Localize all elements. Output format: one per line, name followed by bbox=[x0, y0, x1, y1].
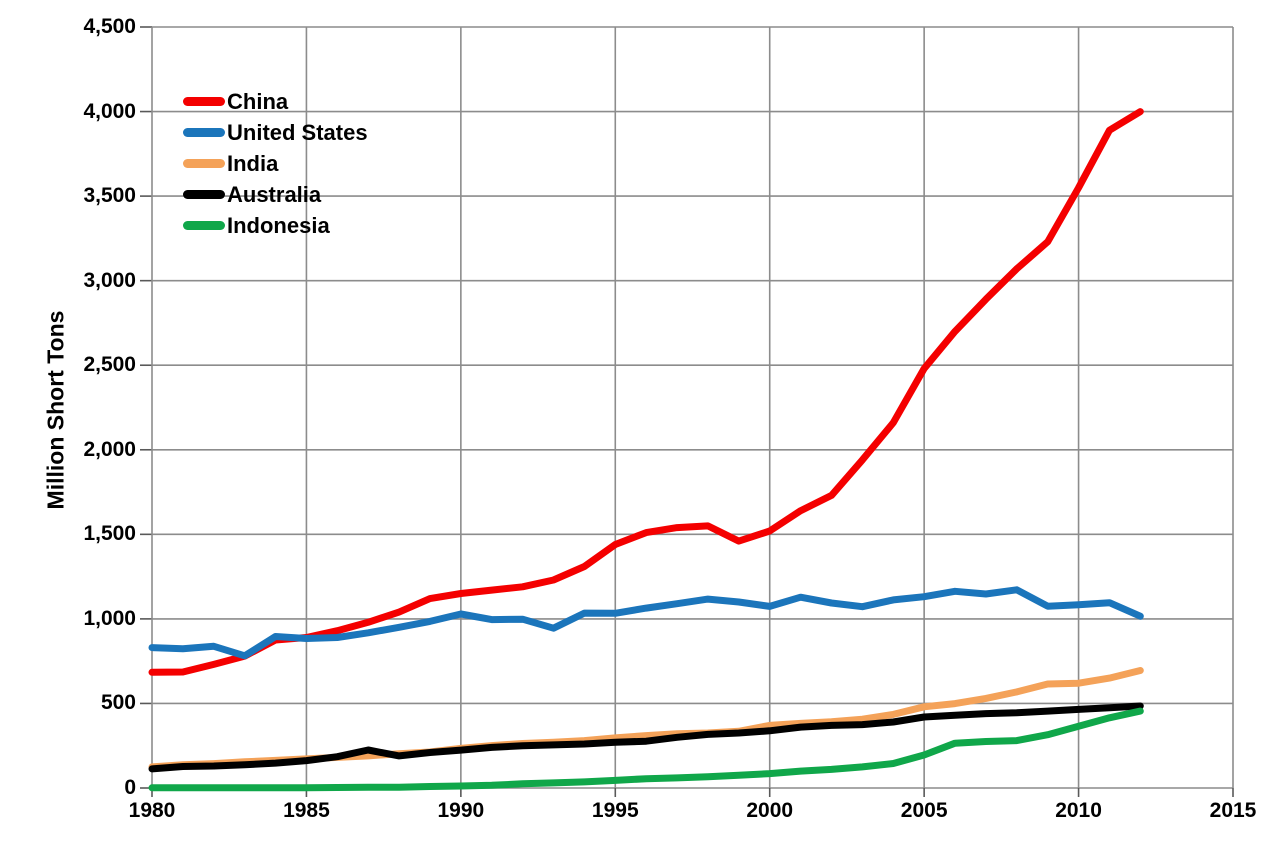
legend-label-india: India bbox=[227, 150, 279, 176]
legend-item-united-states: United States bbox=[183, 117, 368, 148]
legend-swatch-china bbox=[183, 97, 225, 106]
legend-label-china: China bbox=[227, 88, 289, 114]
y-axis-title: Million Short Tons bbox=[42, 310, 69, 510]
x-axis-tick-label: 2000 bbox=[746, 799, 794, 822]
x-axis-tick-label: 1990 bbox=[437, 799, 485, 822]
legend-swatch-india bbox=[183, 159, 225, 168]
y-axis-tick-label: 500 bbox=[100, 691, 136, 715]
legend-item-india: India bbox=[183, 148, 368, 179]
x-axis-tick-label: 1985 bbox=[283, 799, 330, 822]
legend-item-australia: Australia bbox=[183, 179, 368, 210]
x-axis-tick-label: 2010 bbox=[1055, 799, 1102, 822]
y-axis-tick-label: 1,500 bbox=[83, 522, 136, 546]
x-axis-tick-label: 1980 bbox=[128, 799, 176, 822]
x-axis-tick-label: 2015 bbox=[1209, 799, 1257, 822]
legend-swatch-united-states bbox=[183, 128, 225, 137]
legend-label-indonesia: Indonesia bbox=[227, 212, 330, 238]
y-axis-tick-label: 4,000 bbox=[83, 99, 136, 123]
y-axis-tick-label: 2,000 bbox=[83, 437, 136, 461]
legend-item-china: China bbox=[183, 86, 368, 117]
y-axis-tick-label: 4,500 bbox=[83, 15, 136, 38]
y-axis-tick-label: 1,000 bbox=[83, 606, 136, 630]
series-line-united-states bbox=[148, 586, 1144, 660]
legend: China United States India Australia Indo… bbox=[183, 86, 368, 241]
series-line-australia bbox=[148, 702, 1144, 773]
legend-item-indonesia: Indonesia bbox=[183, 210, 368, 241]
legend-swatch-australia bbox=[183, 190, 225, 199]
y-axis-tick-label: 2,500 bbox=[83, 353, 136, 377]
legend-label-united-states: United States bbox=[227, 119, 368, 145]
series-line-indonesia bbox=[148, 707, 1144, 792]
legend-label-australia: Australia bbox=[227, 181, 322, 207]
y-axis-tick-label: 0 bbox=[124, 776, 136, 799]
legend-swatch-indonesia bbox=[183, 221, 225, 230]
y-axis-tick-label: 3,500 bbox=[83, 184, 136, 208]
y-axis-tick-label: 3,000 bbox=[83, 268, 136, 292]
series-line-india bbox=[148, 667, 1144, 771]
x-axis-tick-label: 2005 bbox=[900, 799, 948, 822]
x-axis-tick-label: 1995 bbox=[591, 799, 639, 822]
